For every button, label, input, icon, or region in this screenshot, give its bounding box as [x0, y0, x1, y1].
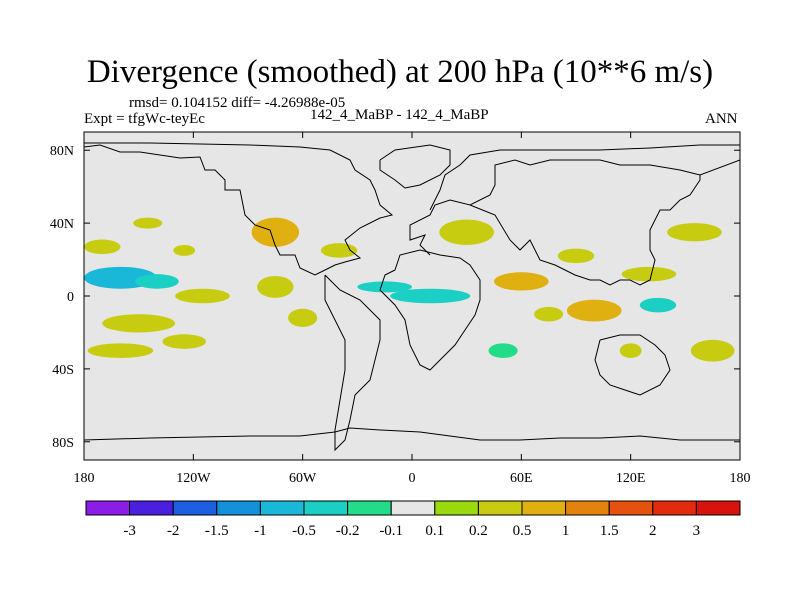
colorbar-label: 0.5: [513, 523, 532, 539]
divergence-region: [133, 217, 163, 229]
colorbar-label: -3: [123, 523, 136, 539]
experiment-label: Expt = tfgWc-teyEc: [84, 111, 205, 127]
x-tick-label: 120E: [616, 471, 646, 486]
colorbar-swatch: [565, 500, 610, 516]
divergence-region: [87, 343, 154, 358]
x-tick-label: 60E: [510, 471, 533, 486]
coastline-africa: [379, 249, 481, 371]
colorbar-swatch: [608, 500, 654, 516]
colorbar-label: -0.2: [336, 523, 360, 539]
divergence-region: [102, 314, 176, 333]
colorbar-swatch: [216, 500, 261, 516]
divergence-region: [257, 275, 294, 298]
colorbar-swatch: [259, 500, 305, 516]
y-tick-label: 80S: [52, 436, 74, 451]
divergence-region: [439, 219, 494, 245]
divergence-region: [534, 306, 564, 322]
divergence-region: [639, 297, 677, 313]
period-label: ANN: [705, 111, 738, 127]
x-tick-label: 0: [409, 471, 416, 486]
colorbar-swatch: [477, 500, 523, 516]
colorbar-label: 2: [649, 523, 657, 539]
colorbar-label: 0.2: [469, 523, 488, 539]
divergence-region: [557, 248, 595, 264]
coastline-south-america: [324, 274, 381, 452]
coastline-north-america: [84, 142, 394, 276]
y-tick-label: 40N: [50, 217, 74, 232]
divergence-region: [135, 274, 179, 289]
divergence-region: [320, 243, 358, 258]
chart-title: Divergence (smoothed) at 200 hPa (10**6 …: [86, 54, 714, 90]
colorbar-label: 0.1: [425, 523, 444, 539]
coastline-eurasia: [409, 144, 740, 256]
y-tick-label: 0: [67, 290, 74, 305]
divergence-core: [262, 224, 289, 240]
axes: 180 120W 60W 0 60E 120E 180 80N 40N 0 40S 80S: [50, 132, 751, 486]
colorbar-label: -0.5: [292, 523, 316, 539]
colorbar: -3 -2 -1.5 -1 -0.5 -0.2 -0.1 0.1 0.2 0.5 1 1.5 2 3: [85, 500, 741, 539]
case-label: 142_4_MaBP - 142_4_MaBP: [310, 107, 489, 123]
colorbar-swatch: [695, 500, 741, 516]
divergence-core: [579, 305, 610, 317]
colorbar-label: -1.5: [205, 523, 229, 539]
colorbar-label: 3: [693, 523, 701, 539]
coastline-asia-south: [469, 175, 701, 286]
y-tick-label: 40S: [52, 363, 74, 378]
colorbar-swatch: [85, 500, 131, 516]
colorbar-swatch: [303, 500, 349, 516]
colorbar-label: 1.5: [600, 523, 619, 539]
divergence-region: [619, 343, 642, 358]
colorbar-swatch: [390, 500, 436, 516]
colorbar-swatch: [347, 500, 392, 516]
y-tick-label: 80N: [50, 144, 74, 159]
x-tick-label: 60W: [289, 471, 317, 486]
divergence-region: [175, 288, 230, 304]
x-tick-label: 180: [730, 471, 751, 486]
coastline-greenland: [379, 144, 451, 189]
colorbar-swatch: [129, 500, 174, 516]
colorbar-swatch: [652, 500, 697, 516]
stats-line: rmsd= 0.104152 diff= -4.26988e-05: [129, 95, 346, 111]
coastline-antarctica: [84, 427, 740, 441]
divergence-core: [100, 272, 141, 284]
colorbar-swatch: [172, 500, 218, 516]
divergence-region: [621, 266, 677, 282]
colorbar-label: -0.1: [379, 523, 403, 539]
divergence-region: [357, 281, 412, 293]
coastline-australia: [594, 334, 671, 396]
divergence-region: [288, 308, 318, 327]
divergence-region: [667, 223, 722, 242]
divergence-region: [84, 239, 121, 255]
colorbar-swatch: [434, 500, 479, 516]
divergence-region: [162, 334, 207, 349]
divergence-core: [506, 276, 537, 286]
divergence-region: [390, 288, 471, 304]
x-tick-label: 180: [74, 471, 95, 486]
colorbar-label: -1: [254, 523, 267, 539]
colorbar-label: 1: [562, 523, 570, 539]
coastlines: [84, 142, 740, 452]
field-layer: [84, 217, 735, 362]
colorbar-swatch: [521, 500, 567, 516]
colorbar-label: -2: [167, 523, 180, 539]
x-tick-label: 120W: [176, 471, 211, 486]
divergence-region: [173, 244, 196, 256]
divergence-region: [488, 343, 518, 358]
divergence-region: [690, 339, 735, 362]
